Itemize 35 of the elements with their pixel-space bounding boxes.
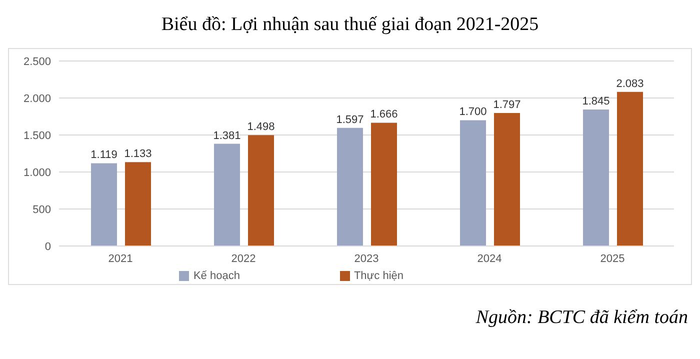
chart-title: Biểu đồ: Lợi nhuận sau thuế giai đoạn 2021-2025 xyxy=(160,13,540,37)
x-tick-label: 2021 xyxy=(108,252,133,265)
y-tick-label: 2.000 xyxy=(23,92,51,105)
data-label: 1.498 xyxy=(247,121,275,134)
x-tick-label: 2025 xyxy=(600,252,625,265)
bar xyxy=(337,128,363,246)
bar xyxy=(371,122,397,246)
data-label: 2.083 xyxy=(616,78,644,90)
data-label: 1.597 xyxy=(336,114,364,126)
data-label: 1.666 xyxy=(370,108,398,121)
y-tick-label: 1.500 xyxy=(23,130,51,142)
bar xyxy=(460,120,486,246)
x-tick-label: 2022 xyxy=(231,252,256,265)
data-label: 1.381 xyxy=(213,130,241,142)
x-tick-label: 2023 xyxy=(354,252,379,265)
data-label: 1.845 xyxy=(582,95,610,108)
y-tick-label: 1.000 xyxy=(23,166,51,179)
data-label: 1.119 xyxy=(90,149,118,162)
data-label: 1.700 xyxy=(459,106,487,118)
bar xyxy=(91,163,117,246)
bar xyxy=(617,92,643,246)
text: Nguồn: BCTC đã kiểm toán xyxy=(474,307,689,329)
bar xyxy=(248,135,274,246)
data-label: 1.797 xyxy=(493,99,521,112)
y-tick-label: 0 xyxy=(44,240,51,253)
data-label: 1.133 xyxy=(124,148,152,160)
bar xyxy=(583,109,609,246)
x-tick-label: 2024 xyxy=(477,252,502,265)
bar xyxy=(494,113,520,246)
y-tick-label: 2.500 xyxy=(23,56,51,68)
legend-label: Kế hoạch xyxy=(193,270,240,282)
bar xyxy=(214,144,240,246)
legend-label: Thực hiện xyxy=(354,270,404,282)
y-tick-label: 500 xyxy=(32,204,51,216)
bar xyxy=(125,162,151,246)
